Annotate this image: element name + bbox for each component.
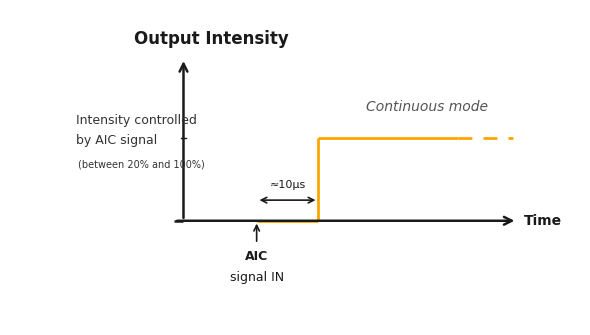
Text: (between 20% and 100%): (between 20% and 100%) <box>78 159 205 169</box>
Text: Output Intensity: Output Intensity <box>133 30 289 48</box>
Text: signal IN: signal IN <box>230 271 284 284</box>
Text: Intensity controlled: Intensity controlled <box>76 114 197 127</box>
Text: ≈10μs: ≈10μs <box>270 180 306 190</box>
Text: Continuous mode: Continuous mode <box>366 100 488 114</box>
Text: Time: Time <box>524 214 562 228</box>
Text: AIC: AIC <box>245 251 268 263</box>
Text: by AIC signal: by AIC signal <box>76 134 158 147</box>
